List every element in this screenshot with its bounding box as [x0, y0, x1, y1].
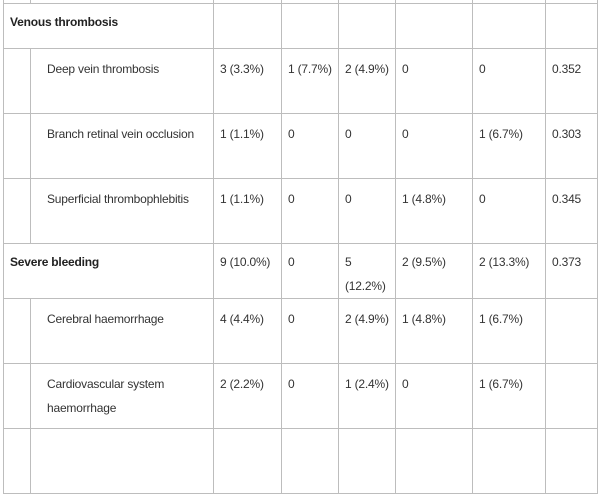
count-cell	[213, 3, 282, 49]
count-cell: 4 (4.4%)	[213, 298, 282, 364]
table-row-partial-bottom	[3, 428, 598, 494]
indent-cell	[3, 178, 31, 244]
category-label: Severe bleeding	[3, 243, 214, 299]
count-cell: 1 (6.7%)	[472, 363, 546, 429]
count-cell: 2 (9.5%)	[395, 243, 473, 299]
count-cell: 5 (12.2%)	[338, 243, 396, 299]
row-label: Cardiovascular system haemorrhage	[30, 363, 214, 429]
count-cell: 0	[395, 48, 473, 114]
count-cell: 2 (4.9%)	[338, 298, 396, 364]
count-cell: 1 (6.7%)	[472, 113, 546, 179]
count-cell: 1 (4.8%)	[395, 178, 473, 244]
count-cell: 2 (4.9%)	[338, 48, 396, 114]
count-cell: 0	[281, 113, 339, 179]
count-cell: 3 (3.3%)	[213, 48, 282, 114]
count-cell: 1 (1.1%)	[213, 178, 282, 244]
count-cell: 0	[281, 243, 339, 299]
p-value-cell	[545, 3, 598, 49]
indent-cell	[3, 113, 31, 179]
indent-cell	[3, 48, 31, 114]
count-cell: 0	[395, 363, 473, 429]
count-cell: 1 (6.7%)	[472, 298, 546, 364]
count-cell: 0	[338, 178, 396, 244]
p-value-cell: 0.352	[545, 48, 598, 114]
count-cell	[281, 3, 339, 49]
count-cell: 2 (13.3%)	[472, 243, 546, 299]
count-cell: 1 (2.4%)	[338, 363, 396, 429]
count-cell	[472, 3, 546, 49]
count-cell	[395, 3, 473, 49]
category-row: Severe bleeding 9 (10.0%) 0 5 (12.2%) 2 (9.5…	[3, 243, 598, 299]
p-value-cell	[545, 363, 598, 429]
count-cell: 9 (10.0%)	[213, 243, 282, 299]
row-label: Superficial thrombophlebitis	[30, 178, 214, 244]
indent-cell	[3, 298, 31, 364]
table-row: Deep vein thrombosis 3 (3.3%) 1 (7.7%) 2 (4…	[3, 48, 598, 114]
p-value-cell	[545, 298, 598, 364]
count-cell: 2 (2.2%)	[213, 363, 282, 429]
count-cell: 0	[338, 113, 396, 179]
table-row: Cerebral haemorrhage 4 (4.4%) 0 2 (4.9%) 1 (…	[3, 298, 598, 364]
count-cell: 1 (7.7%)	[281, 48, 339, 114]
table-row: Superficial thrombophlebitis 1 (1.1%) 0 0 1 …	[3, 178, 598, 244]
table-row: Branch retinal vein occlusion 1 (1.1%) 0 0 0…	[3, 113, 598, 179]
count-cell: 1 (1.1%)	[213, 113, 282, 179]
indent-cell	[3, 363, 31, 429]
count-cell: 1 (4.8%)	[395, 298, 473, 364]
p-value-cell: 0.303	[545, 113, 598, 179]
row-label: Cerebral haemorrhage	[30, 298, 214, 364]
category-row: Venous thrombosis	[3, 3, 598, 49]
category-label: Venous thrombosis	[3, 3, 214, 49]
count-cell	[338, 3, 396, 49]
p-value-cell: 0.345	[545, 178, 598, 244]
p-value-cell: 0.373	[545, 243, 598, 299]
data-table: Venous thrombosis Deep vein thrombosis 3 (…	[3, 0, 598, 494]
count-cell: 0	[281, 178, 339, 244]
table-row: Cardiovascular system haemorrhage 2 (2.2%…	[3, 363, 598, 429]
count-cell: 0	[472, 48, 546, 114]
count-cell: 0	[281, 298, 339, 364]
count-cell: 0	[472, 178, 546, 244]
row-label: Branch retinal vein occlusion	[30, 113, 214, 179]
count-cell: 0	[395, 113, 473, 179]
count-cell: 0	[281, 363, 339, 429]
row-label: Deep vein thrombosis	[30, 48, 214, 114]
